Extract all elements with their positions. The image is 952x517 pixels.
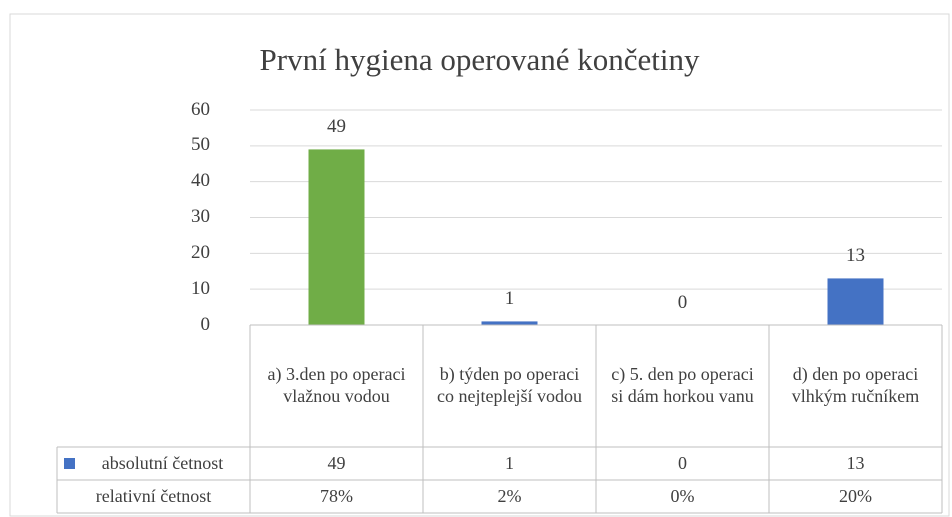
x-tick-label: d) den po operaci vlhkým ručníkem <box>791 364 920 406</box>
y-tick-label: 60 <box>191 98 210 120</box>
data-label: 49 <box>327 116 346 137</box>
table-value: 13 <box>846 452 865 473</box>
legend-swatch <box>64 458 75 469</box>
y-tick-label: 40 <box>191 170 210 192</box>
y-tick-label: 10 <box>191 277 210 299</box>
data-label: 0 <box>677 291 688 313</box>
chart-title: První hygiena operované končetiny <box>259 42 700 78</box>
x-tick-label: c) 5. den po operaci si dám horkou vanu <box>611 364 754 406</box>
y-tick-label: 20 <box>191 241 210 263</box>
x-tick-label: b) týden po operaci co nejteplejší vodou <box>437 364 582 406</box>
y-tick-label: 30 <box>191 206 210 228</box>
x-tick-label: a) 3.den po operaci vlažnou vodou <box>267 364 406 406</box>
data-label: 1 <box>504 288 515 309</box>
row-label: relativní četnost <box>95 485 212 506</box>
y-tick-label: 50 <box>191 134 210 156</box>
table-value: 0 <box>678 452 687 473</box>
bar <box>827 278 884 325</box>
table-value: 20% <box>839 485 872 506</box>
table-value: 1 <box>505 452 514 473</box>
table-value: 49 <box>327 452 346 473</box>
chart-frame <box>9 13 950 517</box>
table-value: 2% <box>497 485 522 506</box>
bar <box>308 149 365 325</box>
bar <box>481 321 538 325</box>
y-tick-label: 0 <box>200 313 211 335</box>
data-label: 13 <box>846 245 865 266</box>
table-value: 78% <box>320 485 353 506</box>
legend-label: absolutní četnost <box>101 452 224 473</box>
table-value: 0% <box>670 485 695 506</box>
